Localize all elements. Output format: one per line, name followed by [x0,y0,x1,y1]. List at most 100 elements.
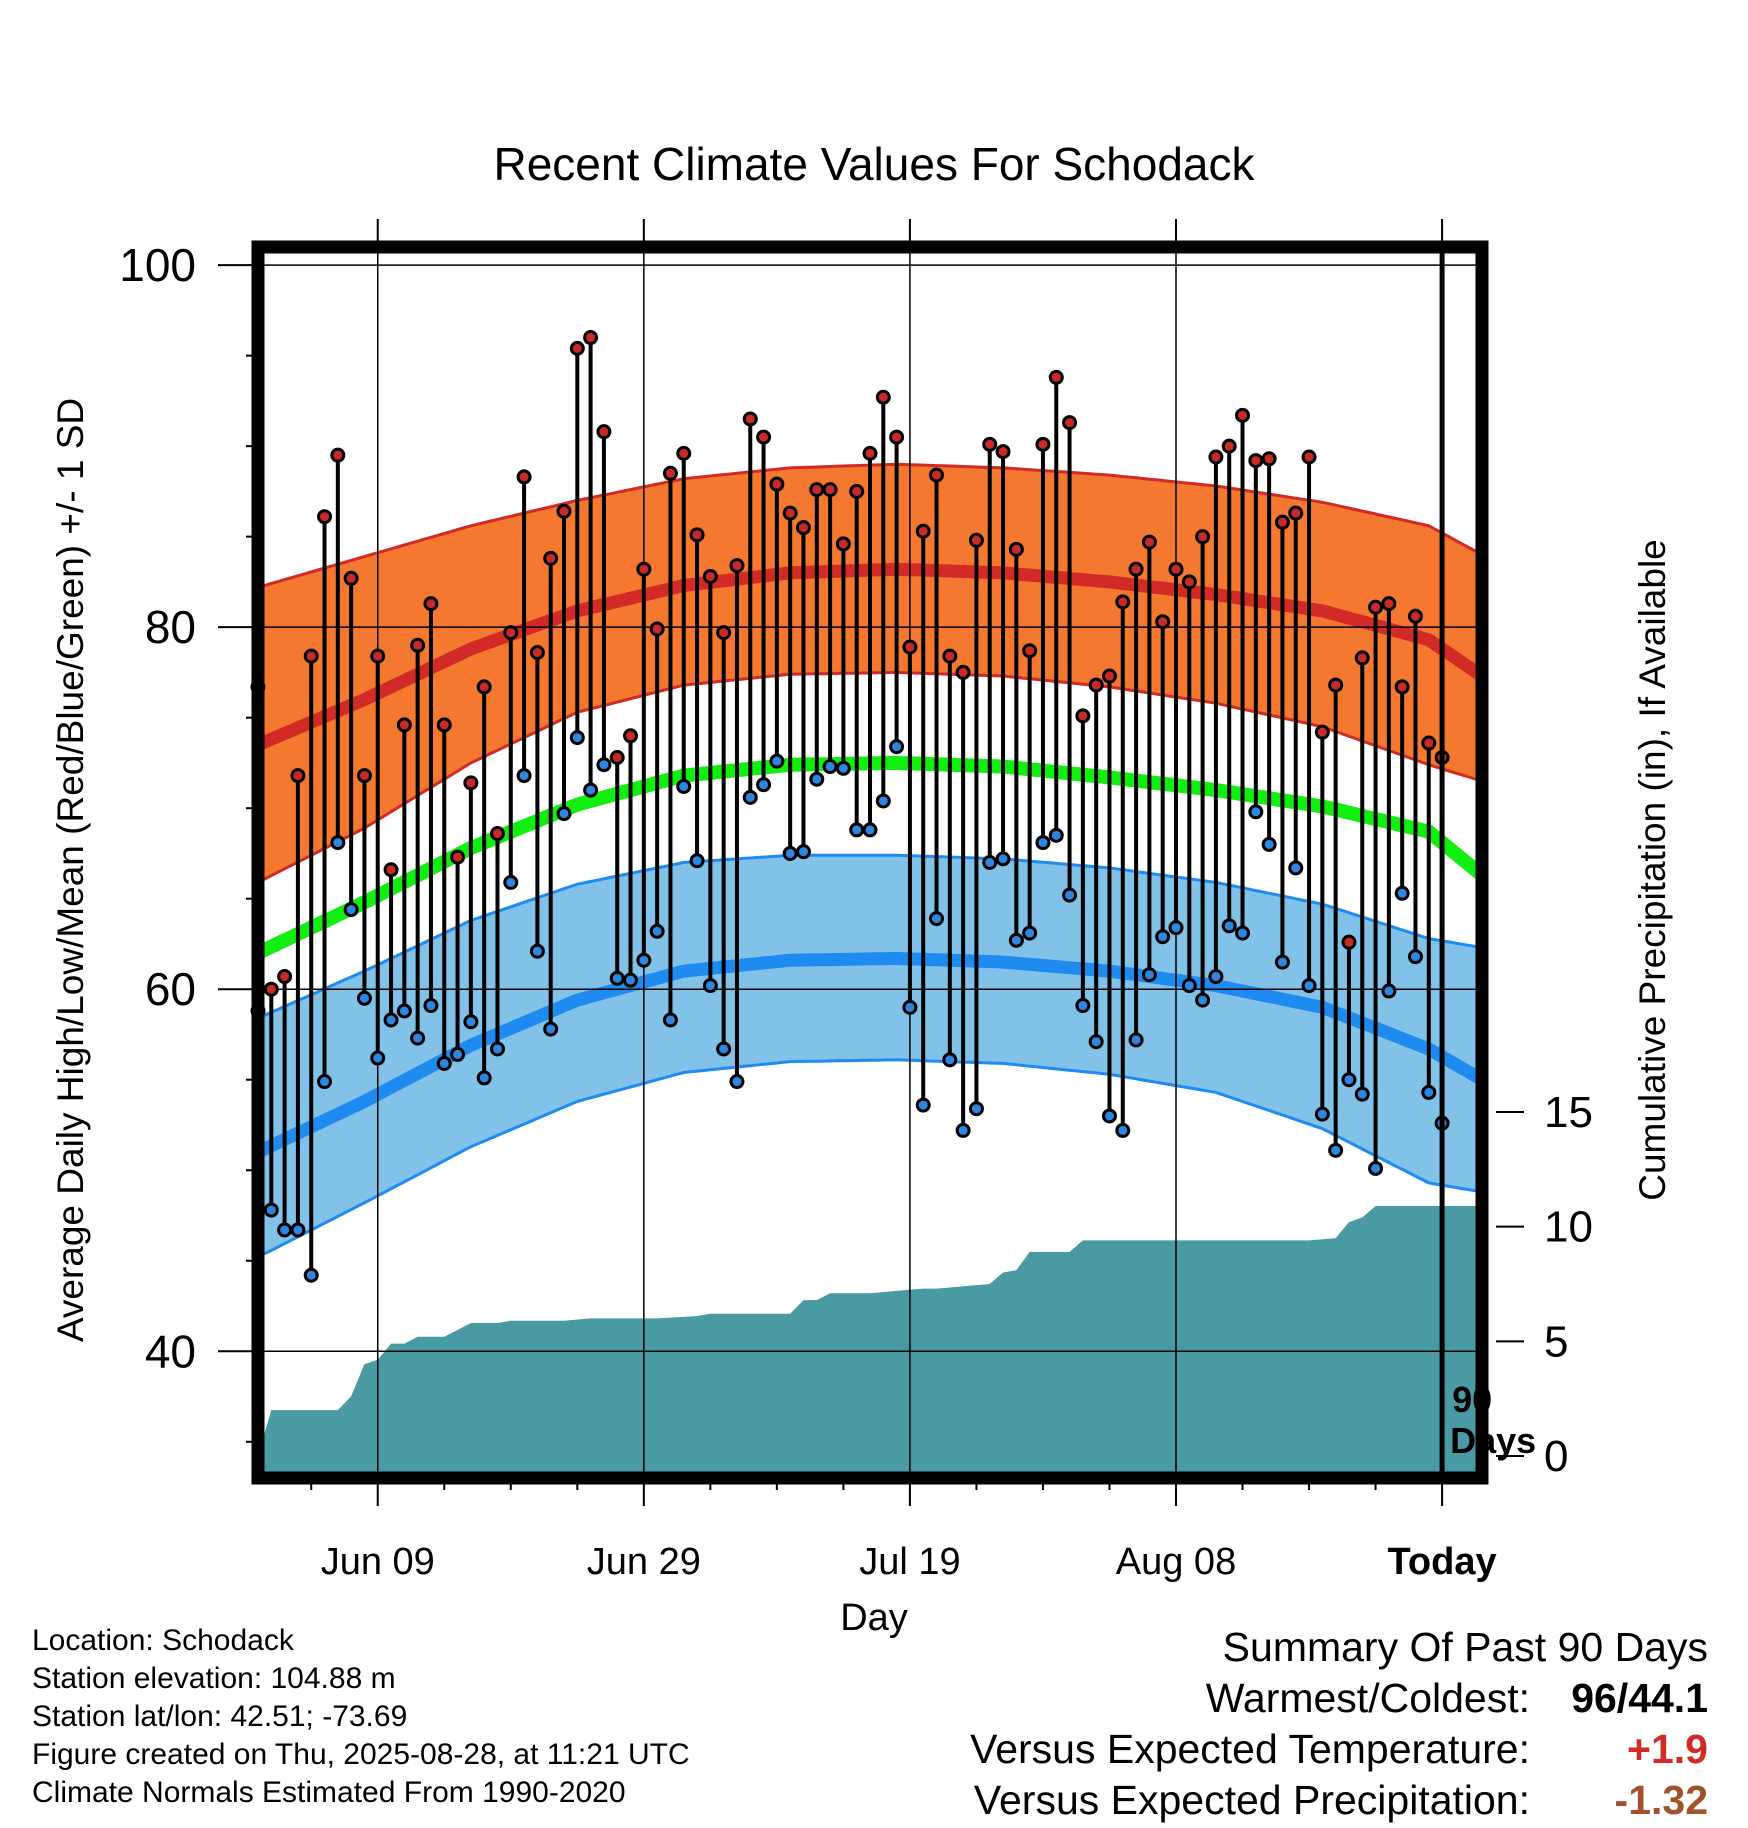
daily-high-point [942,648,958,664]
daily-low-point [968,1101,984,1117]
daily-high-point [1128,561,1144,577]
daily-low-point [702,978,718,994]
daily-low-point [1141,967,1157,983]
daily-low-point [543,1021,559,1037]
daily-high-point [1261,451,1277,467]
daily-high-point [436,717,452,733]
daily-low-point [915,1097,931,1113]
daily-low-point [955,1122,971,1138]
daily-high-point [702,568,718,584]
daily-low-point [623,972,639,988]
x-tick-label: Jun 29 [587,1541,701,1583]
low-normal-band-upper-edge [257,853,1483,1020]
station-info: Location: Schodack Station elevation: 10… [32,1622,690,1812]
daily-high-point [1354,650,1370,666]
daily-high-point [277,969,293,985]
daily-high-point [609,750,625,766]
daily-high-point [1075,708,1091,724]
daily-low-point [822,759,838,775]
daily-high-point [782,505,798,521]
daily-low-point [1221,918,1237,934]
daily-low-point [1235,925,1251,941]
daily-low-point [1261,836,1277,852]
daily-high-point [1274,514,1290,530]
y-tick-label: 40 [145,1325,196,1377]
daily-low-point [1062,887,1078,903]
daily-low-point [290,1222,306,1238]
daily-high-point [676,445,692,461]
daily-low-point [716,1041,732,1057]
daily-high-point [1195,529,1211,545]
daily-high-point [1141,534,1157,550]
daily-low-point [1341,1072,1357,1088]
x-tick-label: Jun 09 [321,1541,435,1583]
summary-title: Summary Of Past 90 Days [1222,1624,1708,1670]
daily-low-point [343,902,359,918]
daily-low-point [795,844,811,860]
daily-high-point [809,482,825,498]
x-tick-label: Aug 08 [1116,1541,1236,1583]
daily-low-point [463,1014,479,1030]
daily-low-point [1128,1032,1144,1048]
daily-high-point [1341,934,1357,950]
daily-low-point [849,822,865,838]
daily-high-point [862,445,878,461]
x-axis-title: Day [840,1597,908,1639]
daily-high-point [1008,541,1024,557]
daily-high-point [929,467,945,483]
daily-high-point [849,483,865,499]
daily-low-point [835,760,851,776]
daily-low-point [1421,1084,1437,1100]
daily-low-point [569,730,585,746]
daily-low-point [1381,983,1397,999]
daily-low-point [370,1050,386,1066]
daily-high-point [689,527,705,543]
daily-high-point [343,570,359,586]
daily-low-point [889,739,905,755]
daily-low-point [1394,885,1410,901]
daily-high-point [1115,594,1131,610]
daily-low-point [596,757,612,773]
daily-low-point [529,943,545,959]
daily-low-point [303,1267,319,1283]
daily-high-point [1381,596,1397,612]
y-axis-title: Average Daily High/Low/Mean (Red/Blue/Gr… [50,398,91,1342]
y-tick-label: 80 [145,601,196,653]
daily-high-point [889,429,905,445]
daily-high-point [596,424,612,440]
daily-low-point [1407,949,1423,965]
daily-low-point [396,1003,412,1019]
daily-high-point [263,981,279,997]
daily-high-point [756,429,772,445]
daily-high-point [982,436,998,452]
normals-text: Climate Normals Estimated From 1990-2020 [32,1776,626,1809]
summary-panel: Summary Of Past 90 Days Warmest/Coldest:… [970,1622,1708,1826]
daily-low-point [383,1012,399,1028]
daily-high-point [1181,574,1197,590]
low-normal-band-lower-edge [257,1058,1483,1259]
daily-low-point [1088,1034,1104,1050]
created-text: Figure created on Thu, 2025-08-28, at 11… [32,1738,690,1771]
daily-high-point [835,536,851,552]
y2-tick-label: 0 [1544,1432,1568,1481]
daily-low-point [1301,978,1317,994]
daily-high-point [1368,599,1384,615]
daily-high-point [1022,643,1038,659]
daily-high-point [716,625,732,641]
daily-high-point [463,775,479,791]
daily-high-point [370,648,386,664]
daily-low-point [902,999,918,1015]
daily-low-point [875,793,891,809]
daily-high-point [1221,438,1237,454]
y2-tick-label: 5 [1544,1317,1568,1366]
daily-low-point [1035,835,1051,851]
daily-low-point [995,851,1011,867]
daily-low-point [1274,954,1290,970]
x-tick-label: Jul 19 [859,1541,960,1583]
daily-low-point [503,874,519,890]
elevation-text: Station elevation: 104.88 m [32,1662,396,1695]
daily-high-point [995,444,1011,460]
daily-high-point [543,550,559,566]
daily-low-point [1048,827,1064,843]
